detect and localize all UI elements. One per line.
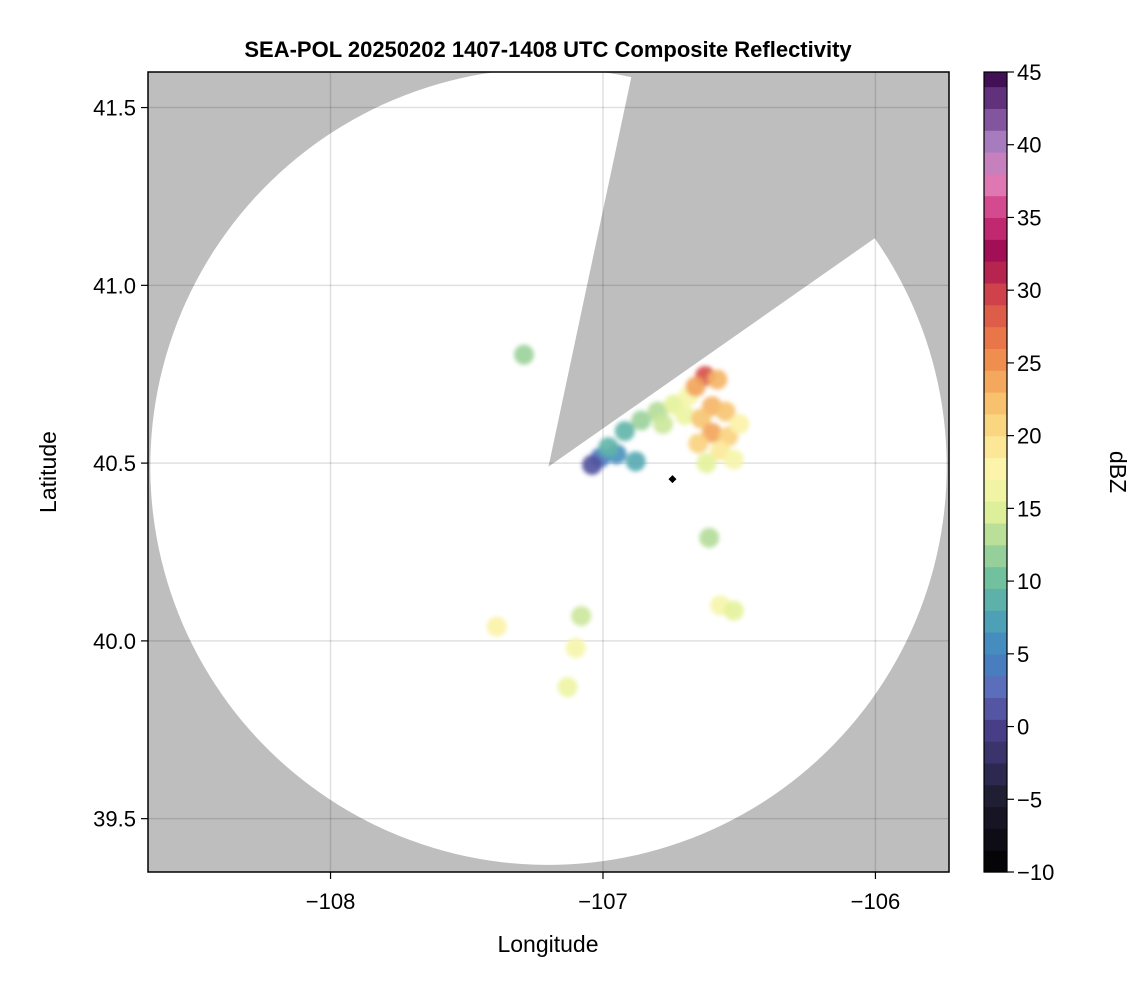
y-tick-label: 41.0: [93, 273, 136, 298]
colorbar-label: dBZ: [1105, 451, 1131, 493]
echo-cell: [729, 414, 750, 434]
site-marker: [668, 475, 677, 484]
colorbar-segment: [984, 304, 1007, 328]
colorbar-segment: [984, 173, 1007, 197]
colorbar-segment: [984, 413, 1007, 437]
colorbar-segment: [984, 762, 1007, 786]
colorbar-segment: [984, 457, 1007, 480]
colorbar-segment: [984, 195, 1007, 219]
radar-coverage-area: [150, 72, 947, 865]
echo-cell: [582, 454, 603, 475]
echo-cell: [486, 616, 507, 637]
colorbar-segment: [984, 719, 1007, 742]
y-tick-label: 41.5: [93, 96, 136, 121]
echo-cell: [685, 376, 706, 397]
colorbar-segment: [984, 152, 1007, 175]
x-axis-label: Longitude: [497, 931, 598, 957]
echo-cell: [696, 453, 717, 474]
colorbar: [984, 72, 1007, 873]
plot-area: [148, 72, 949, 872]
echo-cell: [598, 437, 619, 458]
colorbar-segment: [984, 784, 1007, 808]
echo-cell: [631, 410, 652, 431]
reflectivity-echoes: [486, 344, 750, 698]
y-axis-ticks: 39.5 40.0 40.5 41.0 41.5: [93, 96, 148, 832]
colorbar-tick-label: 40: [1017, 133, 1041, 158]
colorbar-segment: [984, 610, 1007, 633]
y-tick-label: 39.5: [93, 807, 136, 832]
colorbar-segment: [984, 239, 1007, 262]
colorbar-segment: [984, 370, 1007, 393]
colorbar-segment: [984, 326, 1007, 349]
colorbar-segment: [984, 392, 1007, 415]
colorbar-segment: [984, 828, 1007, 851]
colorbar-tick-label: 5: [1017, 642, 1029, 667]
echo-cell: [691, 408, 712, 429]
colorbar-segment: [984, 653, 1007, 677]
colorbar-segment: [984, 632, 1007, 655]
echo-cell: [571, 606, 592, 626]
colorbar-segment: [984, 850, 1007, 873]
x-tick-label: −106: [851, 889, 901, 914]
echo-cell: [614, 421, 635, 442]
colorbar-segment: [984, 72, 1007, 88]
colorbar-tick-label: 0: [1017, 715, 1029, 740]
echo-cell: [723, 600, 744, 621]
colorbar-segment: [984, 501, 1007, 524]
colorbar-segment: [984, 544, 1007, 568]
grid-lines: [148, 72, 949, 872]
colorbar-segment: [984, 261, 1007, 284]
colorbar-tick-label: 35: [1017, 205, 1041, 230]
x-axis-ticks: −108 −107 −106: [306, 872, 900, 914]
colorbar-ticks: −10 −5 0 5 10 15 20 25 30 35 40 45: [1007, 60, 1054, 885]
echo-cell: [513, 344, 534, 365]
echo-cell: [652, 414, 673, 434]
chart-title: SEA-POL 20250202 1407-1408 UTC Composite…: [244, 37, 852, 62]
y-tick-label: 40.5: [93, 451, 136, 476]
colorbar-segment: [984, 348, 1007, 371]
colorbar-segment: [984, 130, 1007, 153]
x-tick-label: −107: [578, 889, 628, 914]
colorbar-frame: [983, 71, 1008, 873]
colorbar-segment: [984, 675, 1007, 699]
y-axis-label: Latitude: [35, 431, 61, 513]
echo-cell: [707, 369, 728, 390]
echo-cell: [688, 433, 709, 454]
colorbar-tick-label: 30: [1017, 278, 1041, 303]
colorbar-segment: [984, 435, 1007, 459]
colorbar-segment: [984, 108, 1007, 131]
echo-cell: [723, 449, 744, 470]
colorbar-segment: [984, 588, 1007, 611]
echo-cell: [715, 401, 736, 422]
colorbar-segment: [984, 522, 1007, 546]
y-tick-label: 40.0: [93, 629, 136, 654]
colorbar-segment: [984, 566, 1007, 589]
colorbar-tick-label: −10: [1017, 860, 1054, 885]
echo-cell: [674, 405, 695, 426]
echo-cell: [699, 527, 720, 548]
colorbar-tick-label: 45: [1017, 60, 1041, 85]
colorbar-segment: [984, 479, 1007, 502]
colorbar-segment: [984, 741, 1007, 764]
colorbar-tick-label: 20: [1017, 424, 1041, 449]
colorbar-segment: [984, 806, 1007, 829]
colorbar-tick-label: 15: [1017, 496, 1041, 521]
echo-cell: [701, 422, 722, 443]
colorbar-segment: [984, 697, 1007, 720]
echo-cell: [557, 677, 578, 698]
colorbar-segment: [984, 282, 1007, 306]
colorbar-segment: [984, 86, 1007, 109]
plot-frame: [147, 71, 950, 873]
colorbar-segment: [984, 217, 1007, 240]
colorbar-tick-label: 25: [1017, 351, 1041, 376]
echo-cell: [625, 451, 646, 472]
x-tick-label: −108: [306, 889, 356, 914]
colorbar-tick-label: −5: [1017, 787, 1042, 812]
colorbar-tick-label: 10: [1017, 569, 1041, 594]
echo-cell: [565, 638, 586, 658]
